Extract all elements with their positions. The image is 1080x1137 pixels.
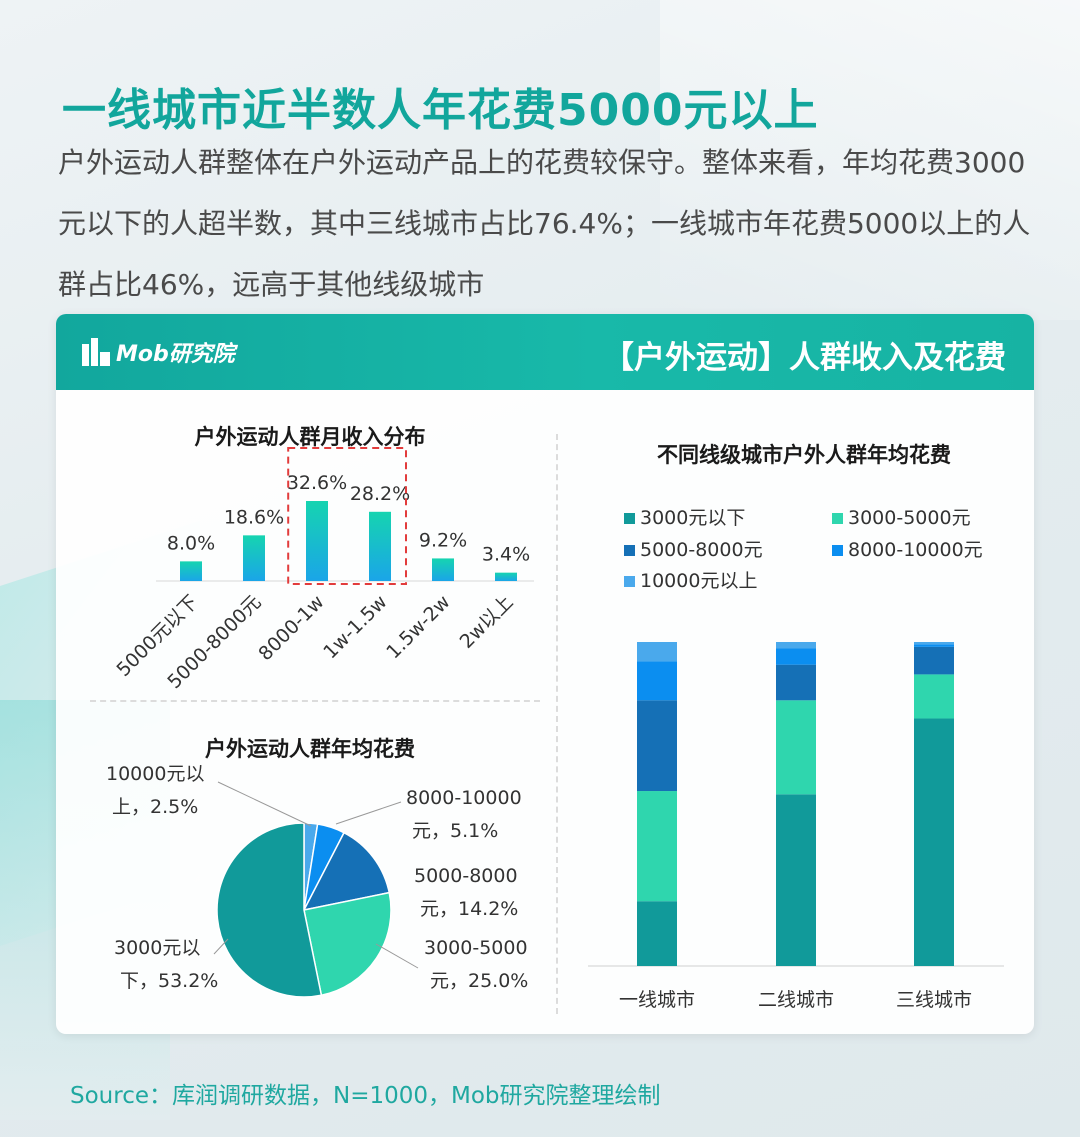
stacked-segment <box>637 700 677 792</box>
income-category-label: 1.5w-2w <box>382 591 454 663</box>
pie-slice <box>302 831 391 912</box>
legend-swatch <box>624 576 635 587</box>
stacked-segment <box>637 791 677 902</box>
logo-text: Mob研究院 <box>116 342 235 367</box>
legend-swatch <box>624 545 635 556</box>
legend-label: 3000-5000元 <box>848 507 971 529</box>
pie-slice <box>303 891 392 997</box>
income-chart-title: 户外运动人群月收入分布 <box>195 425 426 449</box>
city-tier-legend: 3000元以下 3000-5000元 5000-8000元 8000-10000元 10… <box>624 507 983 592</box>
pie-label: 3000-5000 <box>424 937 528 959</box>
legend-label: 5000-8000元 <box>640 539 763 561</box>
stacked-segment <box>637 642 677 662</box>
pie-label: 5000-8000 <box>414 865 518 887</box>
income-bar-value: 9.2% <box>419 529 467 551</box>
chart-card: Mob研究院 【户外运动】人群收入及花费 户外运动人群月收入分布 8.0% 500… <box>56 314 1034 1034</box>
stacked-segment <box>776 794 816 966</box>
page-description: 户外运动人群整体在户外运动产品上的花费较保守。整体来看，年均花费3000元以下的… <box>58 146 1031 301</box>
income-bar-value: 18.6% <box>224 506 284 528</box>
city-tier-label: 二线城市 <box>758 989 834 1011</box>
highlight-box <box>287 447 407 585</box>
income-bar-value: 3.4% <box>482 544 530 566</box>
stacked-segment <box>914 718 954 966</box>
page-title: 一线城市近半数人年花费5000元以上 <box>62 85 819 136</box>
source-note: Source：库润调研数据，N=1000，Mob研究院整理绘制 <box>70 1083 661 1109</box>
stacked-segment <box>637 901 677 966</box>
mob-logo: Mob研究院 <box>80 332 235 372</box>
pie-leader-line <box>375 943 419 969</box>
legend-swatch <box>832 545 843 556</box>
charts-canvas: 户外运动人群月收入分布 8.0%5000元以下18.6%5000-8000元32… <box>106 425 1004 1011</box>
city-tier-stacked-chart: 一线城市 二线城市 三线城市 <box>588 642 1004 1011</box>
stacked-segment <box>914 646 954 675</box>
stacked-segment <box>914 642 954 645</box>
city-tier-label: 一线城市 <box>619 989 695 1011</box>
city-tier-chart-title: 不同线级城市户外人群年均花费 <box>657 443 951 467</box>
legend-label: 3000元以下 <box>640 507 745 529</box>
background-decoration <box>660 0 1080 320</box>
legend-swatch <box>832 513 843 524</box>
stacked-segment <box>776 642 816 649</box>
building-icon <box>80 336 112 368</box>
legend-label: 8000-10000元 <box>848 539 983 561</box>
pie-label: 上，2.5% <box>112 796 198 818</box>
income-bar <box>306 501 328 581</box>
income-bar <box>243 535 265 581</box>
income-bar <box>432 558 454 581</box>
pie-label: 8000-10000 <box>406 787 522 809</box>
stacked-segment <box>914 644 954 647</box>
spending-pie-chart: 3000元以下，53.2% 3000-5000 元，25.0% 5000-8000 元，… <box>106 763 528 998</box>
pie-label: 下，53.2% <box>120 970 218 992</box>
income-bar-value: 28.2% <box>350 483 410 505</box>
stacked-segment <box>776 664 816 701</box>
stacked-segment <box>637 661 677 701</box>
income-bar <box>369 511 391 581</box>
income-bar-value: 32.6% <box>287 472 347 494</box>
divider-horizontal <box>90 700 540 702</box>
income-category-label: 1w-1.5w <box>319 591 391 663</box>
pie-label: 元，14.2% <box>420 898 518 920</box>
legend-label: 10000元以上 <box>640 570 757 592</box>
card-header: Mob研究院 【户外运动】人群收入及花费 <box>56 314 1034 390</box>
income-bar-chart: 8.0%5000元以下18.6%5000-8000元32.6%8000-1w28… <box>112 447 534 693</box>
pie-leader-line <box>335 801 402 825</box>
income-bar-value: 8.0% <box>167 532 215 554</box>
pie-label: 3000元以 <box>114 937 200 959</box>
divider-vertical <box>556 434 558 1014</box>
card-title: 【户外运动】人群收入及花费 <box>603 340 1006 376</box>
legend-swatch <box>624 513 635 524</box>
pie-leader-line <box>217 781 312 827</box>
pie-leader-line <box>213 938 229 955</box>
pie-label: 元，25.0% <box>430 970 528 992</box>
stacked-segment <box>914 674 954 719</box>
income-category-label: 2w以上 <box>456 591 518 653</box>
city-tier-label: 三线城市 <box>896 989 972 1011</box>
spending-pie-title: 户外运动人群年均花费 <box>205 737 415 761</box>
income-bar <box>495 572 517 581</box>
stacked-segment <box>776 700 816 795</box>
income-category-label: 8000-1w <box>254 591 328 665</box>
income-bar <box>180 561 202 581</box>
pie-slice <box>216 822 323 998</box>
stacked-segment <box>776 648 816 665</box>
pie-label: 元，5.1% <box>412 820 498 842</box>
pie-label: 10000元以 <box>106 763 204 785</box>
